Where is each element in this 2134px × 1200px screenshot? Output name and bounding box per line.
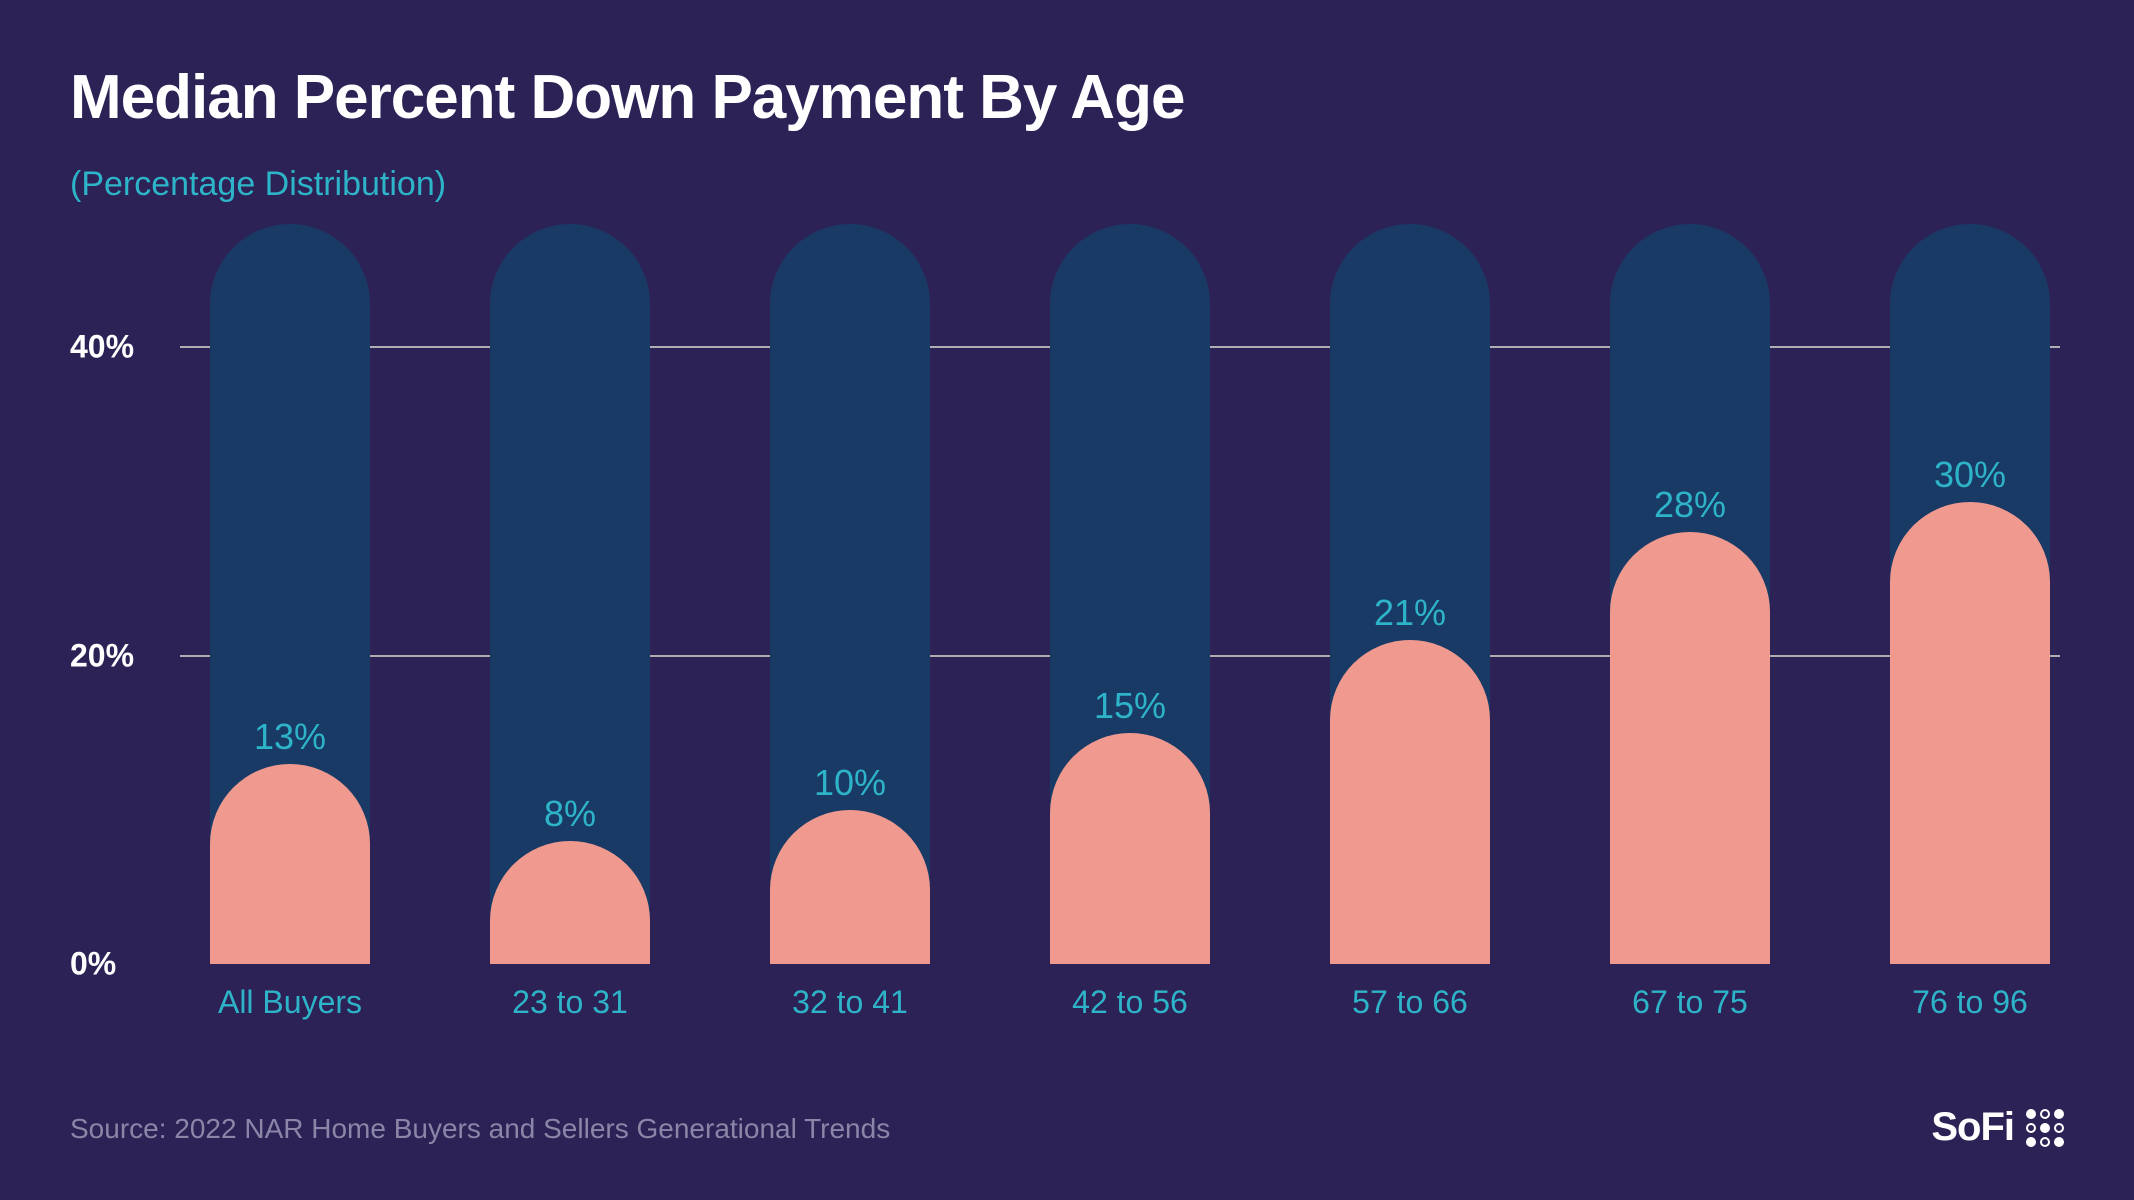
bar: 10% xyxy=(770,224,930,964)
x-axis-tick-label: 42 to 56 xyxy=(1010,984,1250,1021)
chart-subtitle: (Percentage Distribution) xyxy=(70,165,446,204)
bar-fill xyxy=(1050,733,1210,964)
bar-fill xyxy=(210,764,370,964)
bar-value-label: 21% xyxy=(1330,592,1490,634)
bar: 13% xyxy=(210,224,370,964)
bar-value-label: 30% xyxy=(1890,454,2050,496)
bar: 28% xyxy=(1610,224,1770,964)
x-axis-tick-label: All Buyers xyxy=(170,984,410,1021)
brand-logo-icon xyxy=(2026,1109,2064,1147)
bar-fill xyxy=(1330,640,1490,964)
bar: 30% xyxy=(1890,224,2050,964)
x-axis-tick-label: 67 to 75 xyxy=(1570,984,1810,1021)
source-text: Source: 2022 NAR Home Buyers and Sellers… xyxy=(70,1113,890,1145)
bar-fill xyxy=(1890,502,2050,965)
bar-fill xyxy=(1610,532,1770,964)
x-axis-tick-label: 23 to 31 xyxy=(450,984,690,1021)
bar-value-label: 10% xyxy=(770,762,930,804)
x-axis-tick-label: 76 to 96 xyxy=(1850,984,2090,1021)
y-axis-tick-label: 0% xyxy=(70,946,165,983)
bar-value-label: 8% xyxy=(490,793,650,835)
y-axis-tick-label: 40% xyxy=(70,329,165,366)
bar: 8% xyxy=(490,224,650,964)
bar: 15% xyxy=(1050,224,1210,964)
x-axis-tick-label: 57 to 66 xyxy=(1290,984,1530,1021)
x-axis-tick-label: 32 to 41 xyxy=(730,984,970,1021)
bar-value-label: 28% xyxy=(1610,484,1770,526)
bar-value-label: 15% xyxy=(1050,685,1210,727)
chart-plot: 0%20%40%13%All Buyers8%23 to 3110%32 to … xyxy=(180,224,2060,964)
brand-logo-text: SoFi xyxy=(1931,1105,2014,1150)
chart-title: Median Percent Down Payment By Age xyxy=(70,62,1184,133)
brand-logo: SoFi xyxy=(1931,1105,2064,1150)
bar-value-label: 13% xyxy=(210,716,370,758)
chart-area: 0%20%40%13%All Buyers8%23 to 3110%32 to … xyxy=(70,224,2060,1008)
y-axis-tick-label: 20% xyxy=(70,637,165,674)
bar: 21% xyxy=(1330,224,1490,964)
bar-fill xyxy=(770,810,930,964)
